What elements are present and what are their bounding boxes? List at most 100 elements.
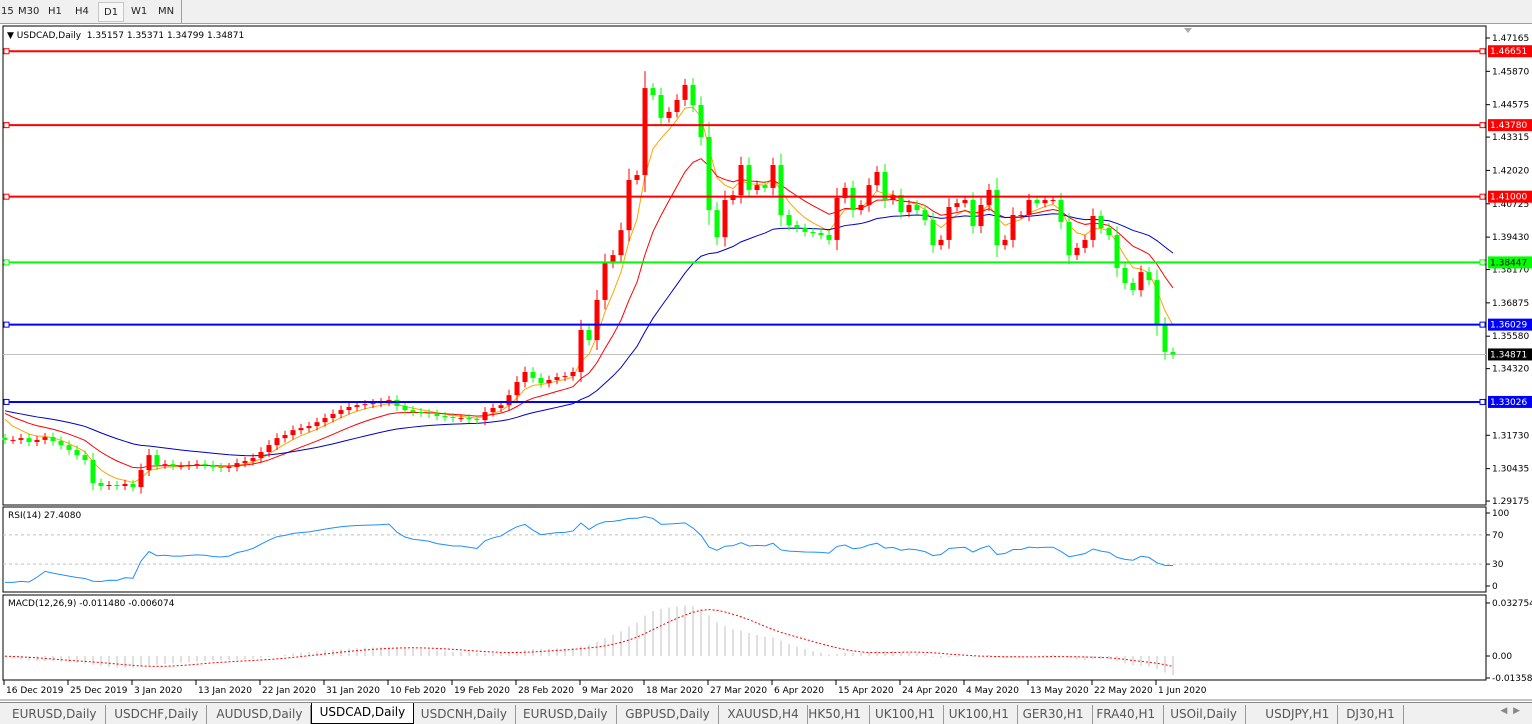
date-label: 9 Mar 2020 bbox=[582, 686, 634, 696]
tab-audusd-daily[interactable]: AUDUSD,Daily bbox=[208, 705, 312, 724]
level-handle-icon bbox=[3, 321, 10, 328]
tab-eurusd-daily[interactable]: EURUSD,Daily bbox=[4, 705, 106, 724]
candle bbox=[138, 463, 144, 494]
tab-usoil-daily[interactable]: USOil,Daily bbox=[1162, 705, 1246, 724]
date-label: 22 Jan 2020 bbox=[262, 686, 316, 696]
tab-usdcad-daily[interactable]: USDCAD,Daily bbox=[310, 703, 415, 724]
candle-body bbox=[1106, 228, 1112, 236]
rsi-tick-label: 70 bbox=[1492, 531, 1504, 541]
candle bbox=[554, 372, 560, 385]
candle-body bbox=[962, 200, 968, 204]
date-label: 6 Apr 2020 bbox=[774, 686, 824, 696]
tab-dj30-h1[interactable]: DJ30,H1 bbox=[1338, 705, 1404, 724]
candle-body bbox=[930, 220, 936, 246]
candle bbox=[1066, 213, 1072, 264]
candle bbox=[506, 389, 512, 411]
collapse-triangle-icon[interactable]: ▼ bbox=[7, 31, 14, 41]
timeframe-toolbar: 15 M30 H1 H4 D1 W1 MN bbox=[0, 0, 1532, 24]
timeframe-d1[interactable]: D1 bbox=[98, 2, 125, 22]
candle bbox=[202, 460, 208, 469]
candle-body bbox=[370, 403, 376, 405]
candle-body bbox=[698, 105, 704, 137]
tab-ger30-h1[interactable]: GER30,H1 bbox=[1015, 705, 1093, 724]
rsi-tick-label: 0 bbox=[1492, 582, 1498, 592]
candle bbox=[562, 372, 568, 382]
candle-body bbox=[330, 413, 336, 419]
tab-fra40-h1[interactable]: FRA40,H1 bbox=[1088, 705, 1165, 724]
candle-body bbox=[1122, 267, 1128, 283]
candle-body bbox=[882, 171, 888, 201]
tab-uk100-h1[interactable]: UK100,H1 bbox=[941, 705, 1018, 724]
candle bbox=[34, 435, 40, 447]
candle-body bbox=[274, 438, 280, 446]
level-price-label: 1.43780 bbox=[1490, 121, 1527, 131]
candle bbox=[978, 197, 984, 234]
candle-body bbox=[954, 203, 960, 207]
tab-gbpusd-daily[interactable]: GBPUSD,Daily bbox=[617, 705, 719, 724]
candle bbox=[626, 168, 632, 242]
tab-usdchf-daily[interactable]: USDCHF,Daily bbox=[106, 705, 208, 724]
candle bbox=[530, 367, 536, 383]
candle-body bbox=[546, 379, 552, 384]
level-handle-icon bbox=[3, 122, 10, 129]
timeframe-h1[interactable]: H1 bbox=[48, 6, 62, 17]
candle bbox=[82, 450, 88, 465]
candle bbox=[74, 445, 80, 460]
candle-body bbox=[778, 165, 784, 215]
candle-body bbox=[1002, 239, 1008, 246]
candle bbox=[266, 440, 272, 457]
timeframe-m30[interactable]: M30 bbox=[18, 6, 40, 17]
timeframe-mn[interactable]: MN bbox=[158, 6, 175, 17]
timeframe-w1[interactable]: W1 bbox=[131, 6, 148, 17]
candle bbox=[50, 432, 56, 446]
candle bbox=[1002, 235, 1008, 250]
candle-body bbox=[562, 376, 568, 378]
price-tick-label: 1.39430 bbox=[1492, 233, 1529, 243]
candle-body bbox=[154, 455, 160, 465]
candle-body bbox=[1034, 200, 1040, 204]
candle bbox=[186, 460, 192, 470]
candle bbox=[866, 178, 872, 212]
tab-hk50-h1[interactable]: HK50,H1 bbox=[800, 705, 870, 724]
candle-body bbox=[42, 437, 48, 440]
candle bbox=[474, 415, 480, 425]
tab-eurusd-daily[interactable]: EURUSD,Daily bbox=[515, 705, 617, 724]
candle-body bbox=[234, 463, 240, 467]
chart-canvas[interactable]: 1.47165 1.45870 1.44575 1.43315 1.42020 1.407… bbox=[0, 0, 1532, 702]
candle bbox=[954, 198, 960, 212]
candle-body bbox=[874, 171, 880, 186]
candle-body bbox=[282, 435, 288, 439]
candle-body bbox=[90, 460, 96, 483]
candle-body bbox=[626, 179, 632, 231]
candle-body bbox=[1058, 200, 1064, 222]
date-label: 27 Mar 2020 bbox=[710, 686, 767, 696]
candle-body bbox=[538, 377, 544, 384]
price-tick-label: 1.38170 bbox=[1492, 266, 1529, 276]
candle-body bbox=[354, 405, 360, 407]
tab-scroll-arrows-icon[interactable]: ◀ ▶ bbox=[1500, 706, 1520, 716]
tab-usdcnh-daily[interactable]: USDCNH,Daily bbox=[413, 705, 516, 724]
date-label: 13 Jan 2020 bbox=[198, 686, 252, 696]
level-price-label: 1.38447 bbox=[1490, 258, 1527, 268]
candle bbox=[874, 166, 880, 191]
candle-body bbox=[802, 228, 808, 232]
tab-usdjpy-h1[interactable]: USDJPY,H1 bbox=[1257, 705, 1339, 724]
tab-xauusd-h4[interactable]: XAUUSD,H4 bbox=[719, 705, 808, 724]
candle-body bbox=[138, 470, 144, 488]
date-label: 25 Dec 2019 bbox=[70, 686, 128, 696]
candle-body bbox=[18, 438, 24, 440]
rsi-tick-label: 100 bbox=[1492, 509, 1509, 519]
candle-body bbox=[970, 200, 976, 227]
candle-body bbox=[186, 464, 192, 466]
candle-body bbox=[466, 418, 472, 420]
candle-body bbox=[322, 418, 328, 423]
candle bbox=[770, 157, 776, 196]
candle bbox=[194, 460, 200, 469]
timeframe-h4[interactable]: H4 bbox=[75, 6, 89, 17]
candle bbox=[802, 223, 808, 237]
candle bbox=[234, 458, 240, 472]
candle-body bbox=[178, 465, 184, 467]
timeframe-m15[interactable]: 15 bbox=[1, 6, 14, 17]
date-label: 28 Feb 2020 bbox=[518, 686, 574, 696]
tab-uk100-h1[interactable]: UK100,H1 bbox=[867, 705, 945, 724]
